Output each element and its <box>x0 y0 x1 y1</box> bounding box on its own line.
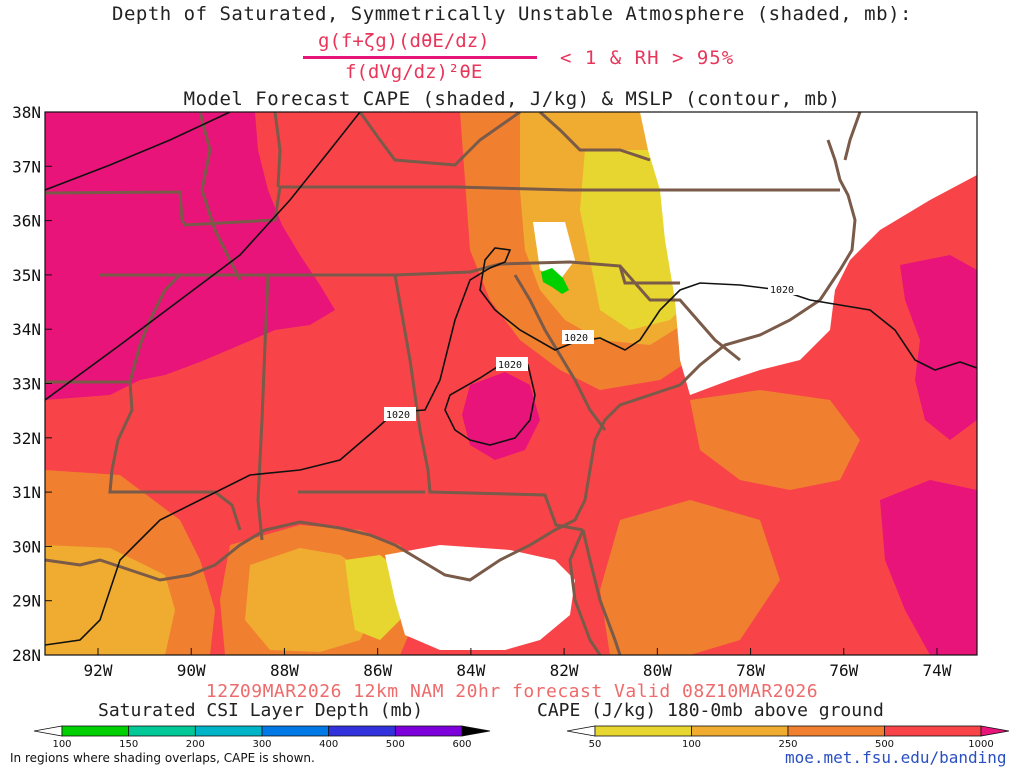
contour-labels: 1020 1020 1020 1020 <box>384 283 798 421</box>
cape-colorbar: 50 100 250 500 1000 <box>566 725 1010 750</box>
credit-link[interactable]: moe.met.fsu.edu/banding <box>785 748 1007 767</box>
colorbar-tick-label: 600 <box>452 739 471 750</box>
contour-label: 1020 <box>564 333 588 344</box>
formula-condition: < 1 & RH > 95% <box>560 47 735 69</box>
lon-label: 76W <box>829 661 858 680</box>
lon-label: 82W <box>550 661 579 680</box>
lon-label: 84W <box>456 661 485 680</box>
colorbar-tick-label: 400 <box>319 739 338 750</box>
csi-colorbar-title: Saturated CSI Layer Depth (mb) <box>98 700 424 721</box>
formula-denominator: f(dVg/dz)²θE <box>345 61 483 83</box>
title-line-1: Depth of Saturated, Symmetrically Unstab… <box>112 3 912 25</box>
lon-label: 88W <box>270 661 299 680</box>
lat-label: 35N <box>12 266 41 285</box>
colorbar-segment <box>33 725 63 737</box>
lat-label: 28N <box>12 646 41 665</box>
colorbar-segment <box>128 725 196 737</box>
lat-label: 36N <box>12 212 41 231</box>
colorbar-segment <box>328 725 396 737</box>
colorbar-segment <box>691 725 789 737</box>
overlap-footnote: In regions where shading overlaps, CAPE … <box>10 751 315 765</box>
colorbar-segment <box>261 725 330 737</box>
colorbar-tick-label: 1000 <box>968 739 993 750</box>
colorbar-tick-label: 100 <box>682 739 701 750</box>
state-boundaries <box>45 112 862 655</box>
colorbar-tick-label: 250 <box>778 739 797 750</box>
contour-label: 1020 <box>770 285 794 296</box>
colorbar-segment <box>461 725 491 737</box>
colorbar-tick-label: 100 <box>52 739 71 750</box>
mslp-contours <box>45 112 977 646</box>
colorbar-segment <box>594 725 692 737</box>
cape-shading <box>45 112 977 655</box>
latitude-axis: 38N 37N 36N 35N 34N 33N 32N 31N 30N 29N 28N <box>12 103 52 665</box>
cape-colorbar-title: CAPE (J/kg) 180-0mb above ground <box>537 700 884 721</box>
contour-label: 1020 <box>386 410 410 421</box>
contour-label: 1020 <box>498 360 522 371</box>
valid-time-line: 12Z09MAR2026 12km NAM 20hr forecast Vali… <box>205 681 819 702</box>
lat-label: 31N <box>12 483 41 502</box>
formula-numerator: g(f+ζg)(dθE/dz) <box>318 30 490 52</box>
lon-label: 74W <box>923 661 952 680</box>
lat-label: 32N <box>12 429 41 448</box>
colorbar-tick-label: 300 <box>252 739 271 750</box>
colorbar-tick-label: 200 <box>186 739 205 750</box>
lon-label: 92W <box>84 661 113 680</box>
colorbar-tick-label: 50 <box>589 739 602 750</box>
colorbar-tick-label: 500 <box>386 739 405 750</box>
lat-label: 38N <box>12 103 41 122</box>
colorbar-tick-label: 150 <box>119 739 138 750</box>
colorbar-segment <box>787 725 885 737</box>
lat-label: 33N <box>12 375 41 394</box>
lon-label: 90W <box>177 661 206 680</box>
title-line-2: Model Forecast CAPE (shaded, J/kg) & MSL… <box>183 88 841 110</box>
lat-label: 30N <box>12 537 41 556</box>
colorbar-segment <box>566 725 596 737</box>
csi-colorbar: 100 150 200 300 400 500 600 <box>33 725 491 750</box>
colorbar-segment <box>394 725 463 737</box>
colorbar-tick-label: 500 <box>875 739 894 750</box>
lat-label: 37N <box>12 157 41 176</box>
lon-label: 86W <box>363 661 392 680</box>
colorbar-segment <box>61 725 130 737</box>
colorbar-segment <box>884 725 982 737</box>
lat-label: 34N <box>12 320 41 339</box>
longitude-axis: 92W 90W 88W 86W 84W 82W 80W 78W 76W 74W <box>84 648 952 680</box>
colorbar-segment <box>194 725 263 737</box>
lon-label: 80W <box>643 661 672 680</box>
lat-label: 29N <box>12 592 41 611</box>
colorbar-segment <box>980 725 1010 737</box>
lon-label: 78W <box>736 661 765 680</box>
formula-fraction-bar <box>303 56 537 59</box>
